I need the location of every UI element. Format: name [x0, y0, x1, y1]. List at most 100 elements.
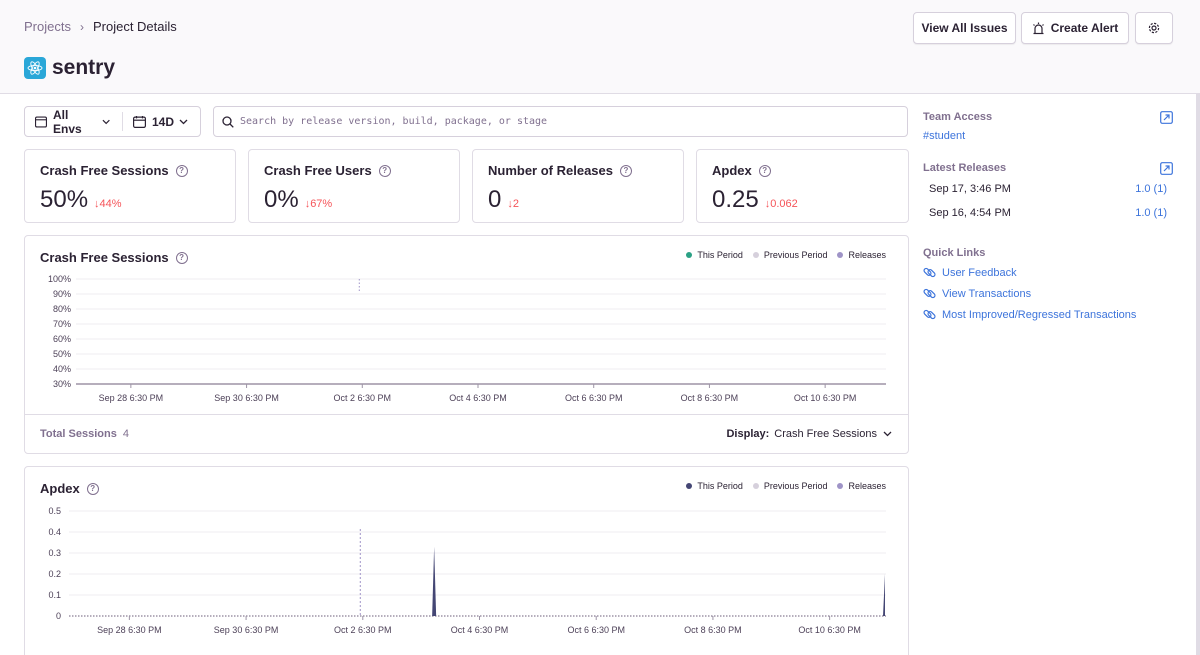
scrollbar-track[interactable] — [1196, 94, 1200, 655]
x-tick-label: Oct 2 6:30 PM — [334, 625, 392, 635]
chart-footer: Total Sessions 4 Display: Crash Free Sess… — [25, 414, 908, 453]
legend-dot — [752, 483, 759, 489]
quick-link-user-feedback[interactable]: User Feedback — [923, 266, 1175, 279]
legend-label: Previous Period — [763, 250, 828, 260]
chart-legend: This Period Previous Period Releases — [676, 250, 886, 260]
score-card-value: 0.25 — [712, 186, 759, 213]
release-date: Sep 17, 3:46 PM — [929, 183, 1011, 195]
score-card-value: 0 — [488, 186, 502, 213]
open-in-new-icon[interactable] — [1160, 162, 1173, 175]
team-access-title: Team Access — [923, 111, 993, 123]
score-card-delta: ↓67% — [304, 198, 333, 210]
x-tick-label: Oct 2 6:30 PM — [334, 393, 392, 403]
view-all-issues-button[interactable]: View All Issues — [913, 12, 1016, 44]
score-card-number-of-releases: Number of Releases? 0 ↓2 — [472, 149, 684, 223]
y-tick-label: 40% — [53, 364, 71, 374]
crash-free-sessions-chart: 100% 90% 80% 70% 60% 50% 40% 30% Sep 28 6:30 PM S… — [48, 274, 886, 403]
breadcrumb-current: Project Details — [92, 19, 177, 34]
settings-button[interactable] — [1135, 12, 1173, 44]
x-tick-label: Sep 30 6:30 PM — [214, 393, 279, 403]
score-card-title: Crash Free Users — [264, 163, 372, 178]
question-icon[interactable]: ? — [175, 164, 188, 177]
date-range-selector[interactable]: 14D — [123, 107, 200, 136]
legend-this-period[interactable]: This Period — [686, 481, 743, 491]
x-tick-label: Oct 4 6:30 PM — [449, 393, 507, 403]
legend-label: This Period — [697, 481, 743, 491]
chevron-down-icon — [102, 119, 110, 124]
link-icon — [923, 267, 936, 278]
y-tick-label: 0.4 — [48, 527, 61, 537]
y-tick-label: 60% — [53, 334, 71, 344]
react-icon — [24, 57, 46, 79]
display-label: Display: — [726, 428, 770, 440]
quick-links-title: Quick Links — [923, 247, 986, 259]
apdex-chart: 0.5 0.4 0.3 0.2 0.1 0 Sep 28 6:30 PM Sep 30 6:3… — [48, 506, 886, 635]
y-tick-label: 30% — [53, 379, 71, 389]
quick-link-most-improved-regressed[interactable]: Most Improved/Regressed Transactions — [923, 308, 1175, 321]
legend-dot — [837, 483, 844, 489]
release-search-input[interactable] — [240, 116, 880, 127]
siren-icon — [1032, 22, 1044, 34]
team-link[interactable]: #student — [923, 130, 966, 142]
question-icon[interactable]: ? — [175, 251, 188, 264]
latest-releases-title: Latest Releases — [923, 162, 1007, 174]
breadcrumb: Projects › Project Details — [24, 19, 177, 34]
x-tick-label: Sep 28 6:30 PM — [99, 393, 164, 403]
question-icon[interactable]: ? — [620, 164, 632, 177]
date-range-label: 14D — [151, 114, 174, 129]
question-icon[interactable]: ? — [758, 164, 771, 177]
apdex-spike — [432, 546, 437, 616]
question-icon[interactable]: ? — [378, 164, 391, 177]
y-tick-label: 90% — [53, 289, 71, 299]
breadcrumb-projects-link[interactable]: Projects — [24, 19, 71, 34]
question-icon[interactable]: ? — [86, 482, 99, 495]
quick-link-view-transactions[interactable]: View Transactions — [923, 287, 1175, 300]
legend-previous-period[interactable]: Previous Period — [752, 250, 828, 260]
create-alert-label: Create Alert — [1050, 21, 1119, 35]
x-tick-label: Oct 8 6:30 PM — [681, 393, 739, 403]
y-tick-label: 50% — [53, 349, 71, 359]
quick-link-label: View Transactions — [942, 287, 1032, 300]
display-dropdown[interactable]: Display: Crash Free Sessions — [726, 428, 892, 440]
x-tick-label: Oct 8 6:30 PM — [684, 625, 742, 635]
legend-releases[interactable]: Releases — [837, 250, 886, 260]
legend-dot — [686, 483, 693, 489]
chevron-right-icon: › — [79, 19, 84, 34]
quick-link-label: Most Improved/Regressed Transactions — [942, 308, 1137, 321]
legend-label: Previous Period — [763, 481, 828, 491]
score-card-title: Crash Free Sessions — [40, 163, 169, 178]
link-icon — [923, 288, 936, 299]
total-sessions-label: Total Sessions — [40, 428, 117, 440]
y-tick-label: 0.1 — [48, 590, 61, 600]
display-value: Crash Free Sessions — [774, 428, 877, 440]
environment-selector[interactable]: All Envs — [25, 108, 123, 136]
open-in-new-icon[interactable] — [1160, 111, 1173, 124]
team-access-section: Team Access #student — [923, 111, 1175, 142]
release-date: Sep 16, 4:54 PM — [929, 207, 1011, 219]
project-name: sentry — [52, 56, 116, 79]
window-icon — [35, 115, 47, 128]
y-tick-label: 0 — [56, 611, 61, 621]
crash-free-sessions-chart-panel: 100% 90% 80% 70% 60% 50% 40% 30% Sep 28 6:30 PM S… — [24, 235, 909, 454]
score-card-crash-free-users: Crash Free Users? 0% ↓67% — [248, 149, 460, 223]
create-alert-button[interactable]: Create Alert — [1021, 12, 1129, 44]
y-tick-label: 80% — [53, 304, 71, 314]
x-tick-label: Sep 30 6:30 PM — [214, 625, 279, 635]
chart-title: Crash Free Sessions — [40, 250, 169, 265]
y-tick-label: 0.2 — [48, 569, 61, 579]
score-card-delta: ↓2 — [507, 198, 519, 210]
apdex-spike — [883, 574, 885, 616]
legend-previous-period[interactable]: Previous Period — [752, 481, 828, 491]
legend-releases[interactable]: Releases — [837, 481, 886, 491]
page-header: Projects › Project Details sentry View A… — [0, 0, 1200, 94]
score-card-value: 0% — [264, 186, 299, 213]
legend-this-period[interactable]: This Period — [686, 250, 743, 260]
score-card-delta: ↓0.062 — [764, 198, 798, 210]
y-tick-label: 70% — [53, 319, 71, 329]
calendar-icon — [132, 115, 146, 128]
release-version-link[interactable]: 1.0 (1) — [1135, 207, 1167, 219]
release-version-link[interactable]: 1.0 (1) — [1135, 183, 1167, 195]
y-tick-label: 0.5 — [48, 506, 61, 516]
legend-dot — [752, 252, 759, 258]
x-tick-label: Sep 28 6:30 PM — [97, 625, 162, 635]
